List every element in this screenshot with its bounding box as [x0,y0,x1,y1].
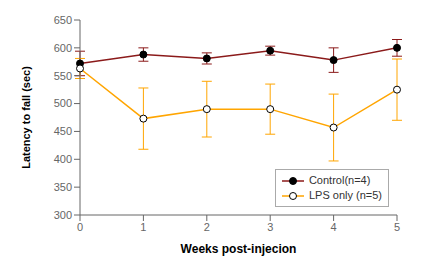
svg-text:550: 550 [54,70,72,82]
html-text:LPS only (n=5): LPS only (n=5) [308,189,382,201]
svg-text:4: 4 [331,221,337,233]
html-text:Control(n=4): Control(n=4) [308,174,371,186]
svg-text:400: 400 [54,153,72,165]
svg-text:0: 0 [77,221,83,233]
svg-text:350: 350 [54,181,72,193]
svg-text:Latency to fall (sec): Latency to fall (sec) [20,66,32,169]
svg-text:500: 500 [54,97,72,109]
svg-text:450: 450 [54,125,72,137]
svg-text:Weeks post-injecion: Weeks post-injecion [181,242,297,256]
svg-text:300: 300 [54,209,72,221]
svg-text:2: 2 [204,221,210,233]
svg-text:5: 5 [394,221,400,233]
svg-text:1: 1 [140,221,146,233]
svg-text:600: 600 [54,42,72,54]
svg-text:650: 650 [54,14,72,26]
svg-text:3: 3 [267,221,273,233]
